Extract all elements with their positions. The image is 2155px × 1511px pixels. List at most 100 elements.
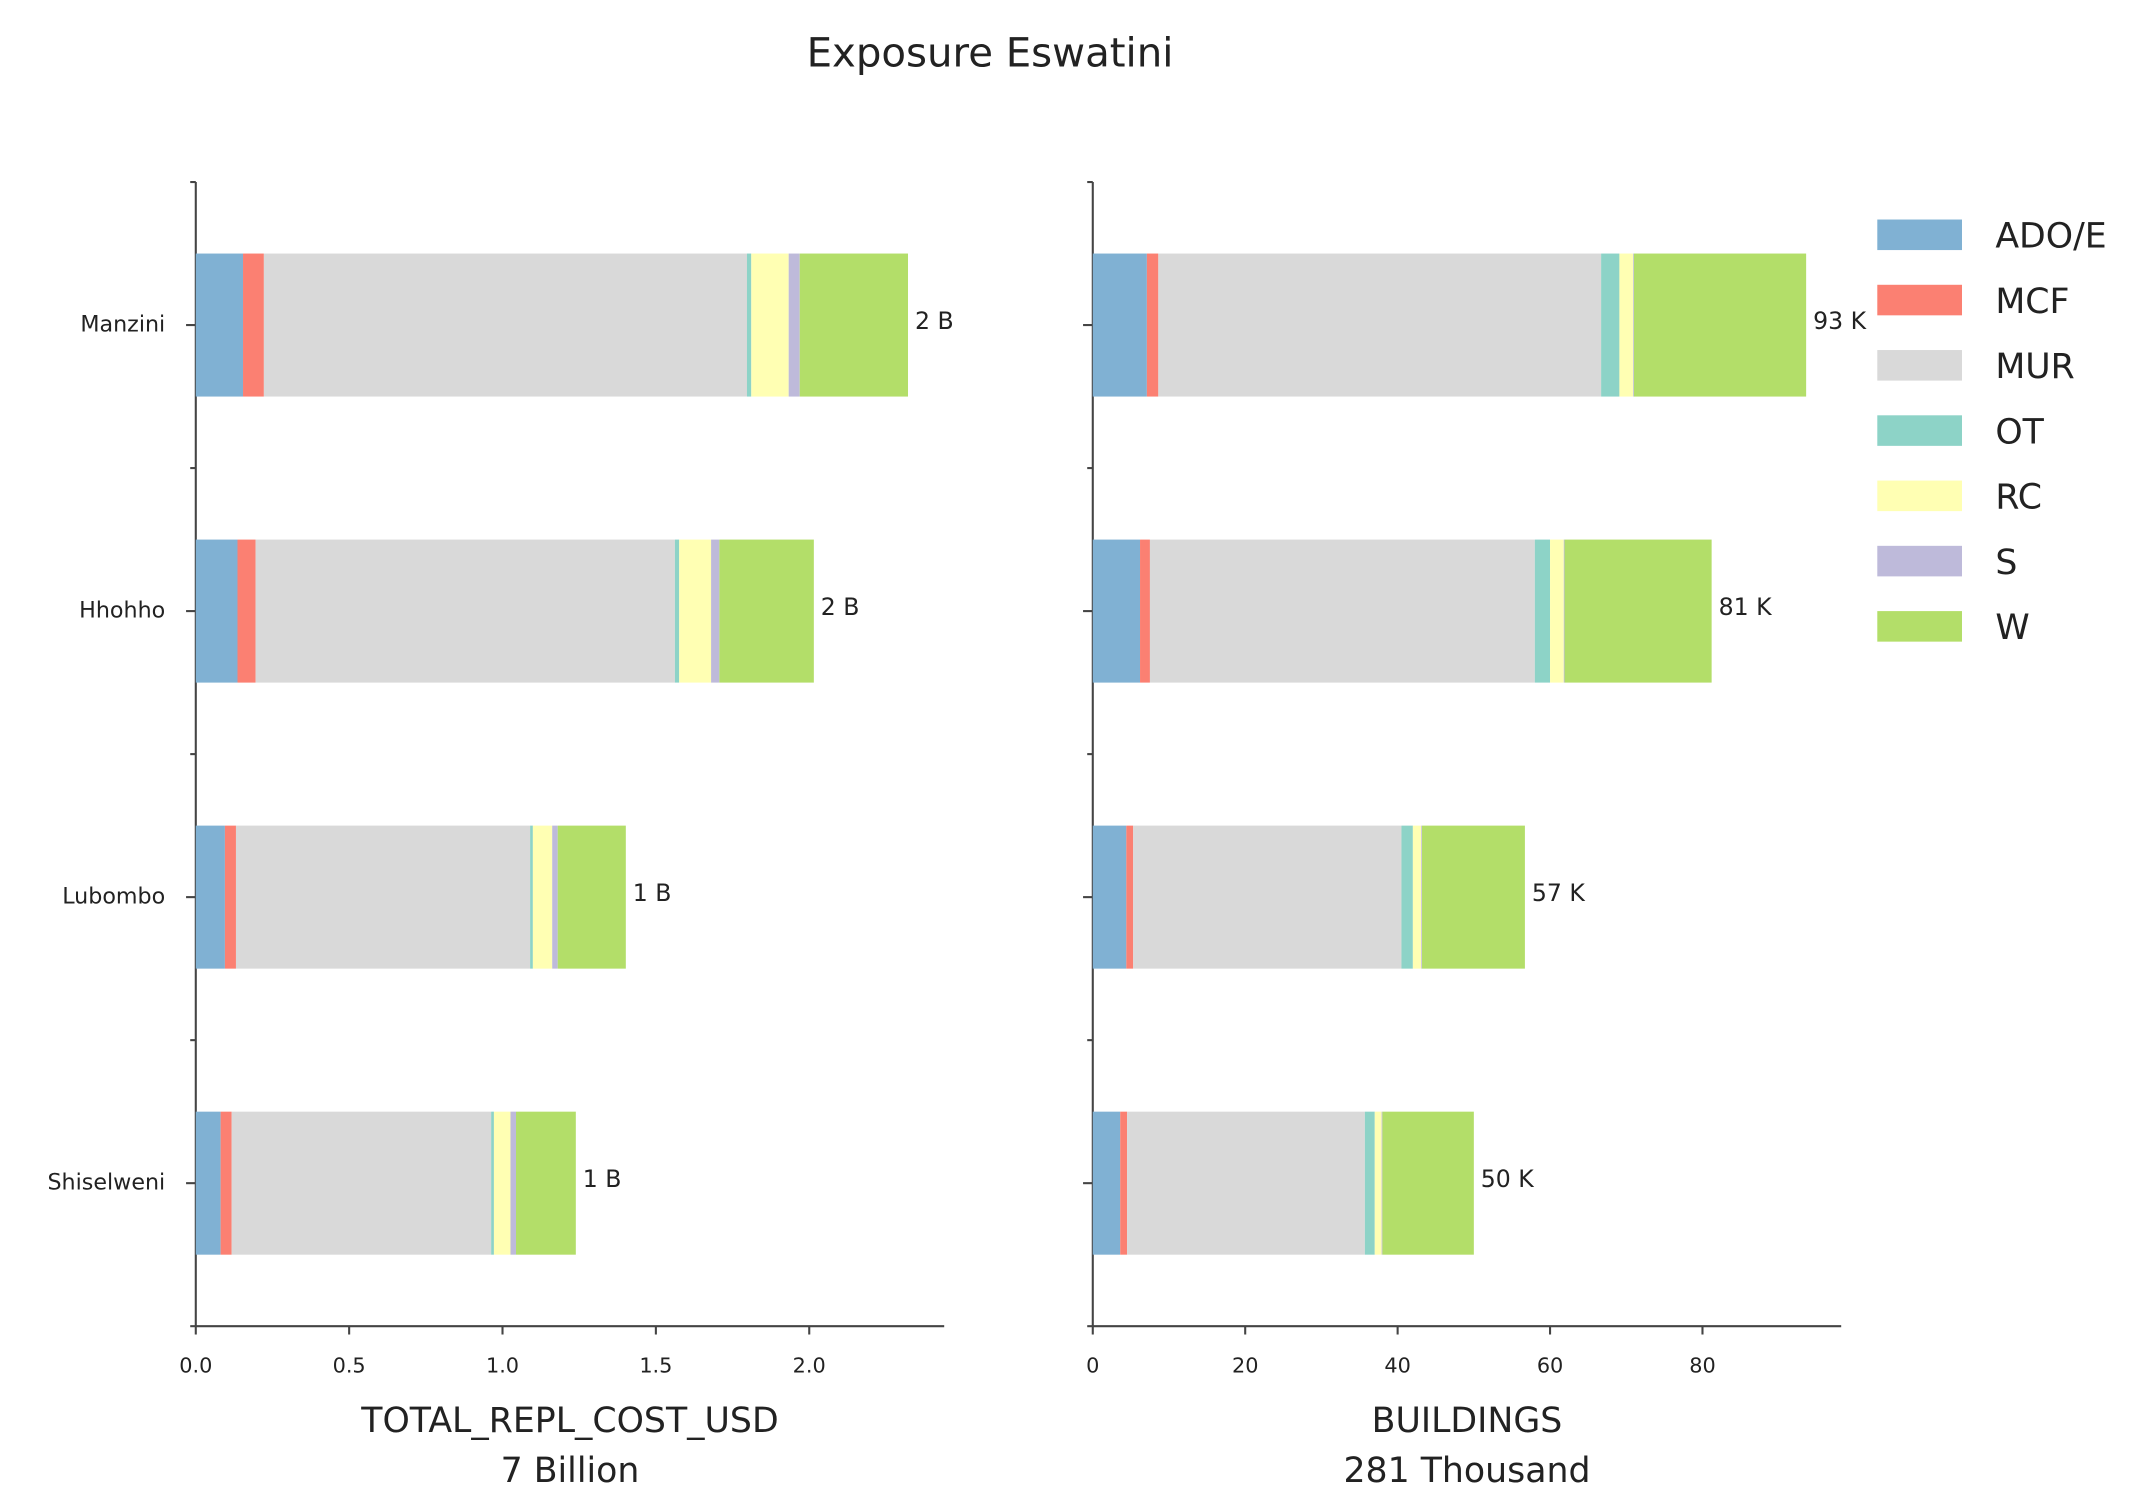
bar-segment xyxy=(1633,253,1807,397)
bar-segment xyxy=(1140,539,1150,683)
bar-segment xyxy=(1401,825,1413,969)
legend-swatch xyxy=(1877,545,1962,577)
bar-segment xyxy=(195,1111,221,1255)
bar-segment xyxy=(263,253,747,397)
bar-segment xyxy=(243,253,264,397)
x-axis-label: 281 Thousand xyxy=(1343,1451,1590,1491)
x-tick-label: 0 xyxy=(1086,1353,1099,1377)
legend-swatch xyxy=(1877,480,1962,512)
legend-swatch xyxy=(1877,284,1962,316)
bar-segment xyxy=(491,1111,494,1255)
bar-segment xyxy=(195,253,244,397)
x-tick-label: 0.0 xyxy=(179,1353,212,1377)
bar-segment xyxy=(1146,253,1159,397)
x-tick-label: 1.0 xyxy=(486,1353,519,1377)
legend-swatch xyxy=(1877,350,1962,381)
x-tick-label: 2.0 xyxy=(793,1353,826,1377)
bar-segment xyxy=(557,825,626,969)
y-tick-label: Hhohho xyxy=(79,598,165,624)
bar-segment xyxy=(799,253,909,397)
bar-segment xyxy=(1601,253,1620,397)
total-label: 1 B xyxy=(583,1165,622,1193)
total-label: 81 K xyxy=(1719,593,1773,621)
bar-segment xyxy=(746,253,752,397)
total-label: 2 B xyxy=(821,593,860,621)
x-tick-label: 1.5 xyxy=(639,1353,672,1377)
bar-segment xyxy=(751,253,789,397)
legend-label: ADO/E xyxy=(1995,217,2106,257)
bar-segment xyxy=(231,1111,492,1255)
bar-segment xyxy=(1382,1111,1474,1255)
bar-segment xyxy=(1563,539,1565,683)
bar-segment xyxy=(220,1111,232,1255)
bar-segment xyxy=(1421,825,1423,969)
bar-segment xyxy=(1092,253,1147,397)
bar-segment xyxy=(510,1111,517,1255)
chart-title: Exposure Eswatini xyxy=(807,31,1174,77)
bar-segment xyxy=(1149,539,1535,683)
bar-segment xyxy=(788,253,800,397)
bar-segment xyxy=(235,825,531,969)
x-axis-label: 7 Billion xyxy=(501,1451,640,1491)
bar-segment xyxy=(1126,825,1134,969)
bar-segment xyxy=(224,825,236,969)
total-label: 1 B xyxy=(633,879,672,907)
bar-segment xyxy=(1158,253,1602,397)
total-label: 57 K xyxy=(1532,879,1586,907)
total-label: 93 K xyxy=(1813,307,1867,335)
x-tick-label: 60 xyxy=(1537,1353,1563,1377)
bar-segment xyxy=(674,539,680,683)
bar-segment xyxy=(719,539,814,683)
bar-segment xyxy=(1619,253,1634,397)
y-tick-label: Lubombo xyxy=(62,884,165,910)
legend-label: OT xyxy=(1995,412,2044,452)
bar-segment xyxy=(532,825,553,969)
bar-segment xyxy=(530,825,533,969)
legend-label: MCF xyxy=(1995,282,2069,322)
legend-swatch xyxy=(1877,219,1962,251)
bar-segment xyxy=(1127,1111,1365,1255)
legend-swatch xyxy=(1877,611,1962,642)
bar-segment xyxy=(1381,1111,1383,1255)
x-axis-label: BUILDINGS xyxy=(1372,1401,1563,1441)
bar-segment xyxy=(237,539,256,683)
legend-label: MUR xyxy=(1995,347,2074,387)
x-axis-label: TOTAL_REPL_COST_USD xyxy=(360,1401,778,1441)
bar-segment xyxy=(1092,825,1127,969)
bar-segment xyxy=(1564,539,1712,683)
bar-segment xyxy=(1092,539,1141,683)
x-tick-label: 80 xyxy=(1689,1353,1715,1377)
y-tick-label: Shiselweni xyxy=(47,1170,165,1196)
bar-segment xyxy=(516,1111,576,1255)
bar-segment xyxy=(255,539,675,683)
x-tick-label: 20 xyxy=(1232,1353,1258,1377)
bar-segment xyxy=(679,539,712,683)
legend-label: W xyxy=(1995,608,2029,648)
y-tick-label: Manzini xyxy=(80,312,165,338)
x-tick-label: 40 xyxy=(1384,1353,1410,1377)
bar-segment xyxy=(1633,253,1634,397)
bar-segment xyxy=(1534,539,1551,683)
legend-label: S xyxy=(1995,543,2017,583)
bar-segment xyxy=(1133,825,1402,969)
bar-segment xyxy=(195,825,225,969)
total-label: 2 B xyxy=(915,307,954,335)
bar-segment xyxy=(1374,1111,1382,1255)
total-label: 50 K xyxy=(1481,1165,1535,1193)
legend-label: RC xyxy=(1995,478,2042,518)
bar-segment xyxy=(711,539,720,683)
x-tick-label: 0.5 xyxy=(333,1353,366,1377)
bar-segment xyxy=(1412,825,1422,969)
bar-segment xyxy=(493,1111,511,1255)
bar-segment xyxy=(1422,825,1525,969)
bar-segment xyxy=(552,825,558,969)
bar-segment xyxy=(1364,1111,1375,1255)
bar-segment xyxy=(1550,539,1564,683)
bar-segment xyxy=(1092,1111,1121,1255)
legend-swatch xyxy=(1877,415,1962,446)
bar-segment xyxy=(1120,1111,1128,1255)
bar-segment xyxy=(195,539,238,683)
